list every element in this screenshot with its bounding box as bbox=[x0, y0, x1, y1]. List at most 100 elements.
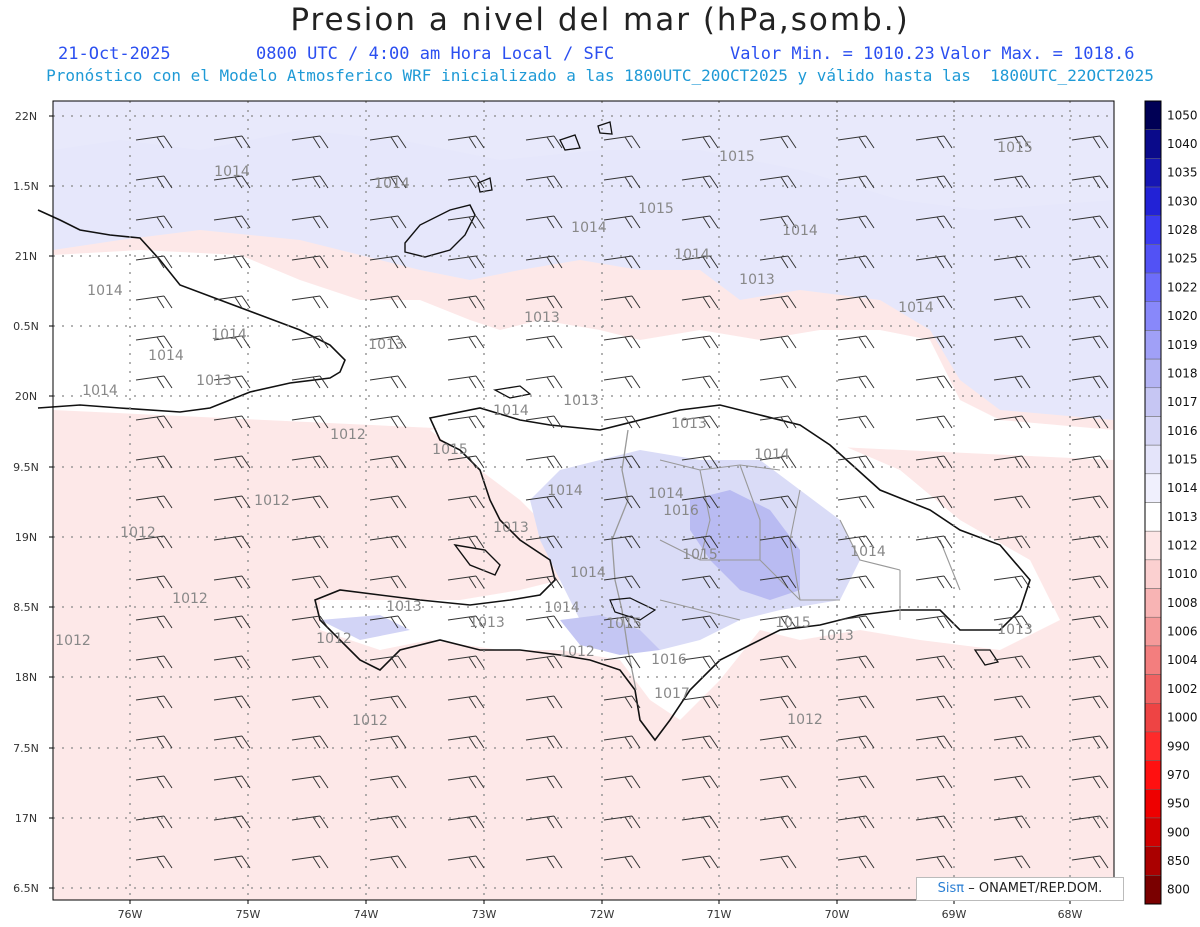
wind-barb bbox=[213, 775, 251, 789]
colorbar-swatch bbox=[1144, 530, 1162, 561]
contour-label: 1013 bbox=[563, 393, 599, 409]
wind-barb bbox=[993, 855, 1031, 869]
small-island-outline bbox=[477, 177, 493, 193]
wind-barb bbox=[291, 695, 329, 709]
colorbar-label: 1020 bbox=[1167, 309, 1198, 323]
wind-barb bbox=[993, 335, 1031, 349]
wind-barb bbox=[993, 735, 1031, 749]
axis-ticks bbox=[49, 115, 1071, 904]
wind-barb bbox=[291, 535, 329, 549]
contour-label: 1012 bbox=[330, 427, 366, 443]
colorbar-label: 1050 bbox=[1167, 108, 1198, 122]
pressure-band-1015 bbox=[53, 101, 1114, 210]
wind-barb bbox=[447, 615, 485, 629]
wind-barb bbox=[837, 335, 875, 349]
colorbar-swatch bbox=[1144, 272, 1162, 303]
colorbar-label: 1000 bbox=[1167, 711, 1198, 725]
contour-label: 1013 bbox=[493, 520, 529, 536]
wind-barb bbox=[993, 615, 1031, 629]
contour-label: 1014 bbox=[571, 220, 607, 236]
contour-label: 1014 bbox=[547, 483, 583, 499]
wind-barb bbox=[135, 175, 173, 189]
wind-barb bbox=[915, 735, 953, 749]
lon-label: 72W bbox=[590, 908, 615, 921]
wind-barb bbox=[447, 495, 485, 509]
colorbar-label: 1013 bbox=[1167, 510, 1198, 524]
colorbar-swatch bbox=[1144, 330, 1162, 360]
wind-barb bbox=[837, 415, 875, 429]
wind-barb bbox=[447, 375, 485, 389]
model-description: Pronóstico con el Modelo Atmosferico WRF… bbox=[46, 66, 1154, 85]
contour-labels: 1014 1014 1015 1015 1014 1015 1014 1014 1014 1014… bbox=[55, 140, 1033, 729]
wind-barb bbox=[447, 855, 485, 869]
wind-barb bbox=[681, 455, 719, 469]
wind-barb bbox=[1071, 695, 1109, 709]
wind-barb bbox=[135, 135, 173, 149]
map-title: Presion a nivel del mar (hPa,somb.) bbox=[290, 2, 910, 38]
wind-barb bbox=[603, 255, 641, 269]
wind-barb bbox=[291, 815, 329, 829]
wind-barb bbox=[915, 215, 953, 229]
wind-barb bbox=[759, 215, 797, 229]
wind-barb bbox=[759, 375, 797, 389]
colorbar-label: 1018 bbox=[1167, 366, 1198, 380]
colorbar-swatch bbox=[1144, 846, 1162, 876]
lat-label: 6.5N bbox=[13, 882, 39, 895]
wind-barb bbox=[525, 655, 563, 669]
wind-barb bbox=[369, 695, 407, 709]
wind-barb bbox=[759, 575, 797, 589]
wind-barb bbox=[681, 735, 719, 749]
wind-barb bbox=[291, 295, 329, 309]
wind-barb bbox=[759, 535, 797, 549]
wind-barb bbox=[213, 135, 251, 149]
credit-box: Sisπ – ONAMET/REP.DOM. bbox=[916, 877, 1124, 901]
wind-barb bbox=[603, 535, 641, 549]
wind-barb bbox=[837, 175, 875, 189]
wind-barb bbox=[135, 655, 173, 669]
max-value: Valor Max. = 1018.6 bbox=[940, 44, 1135, 64]
contour-label: 1014 bbox=[754, 447, 790, 463]
colorbar-swatch bbox=[1144, 444, 1162, 475]
wind-barb bbox=[837, 655, 875, 669]
wind-barb bbox=[291, 335, 329, 349]
wind-barb bbox=[993, 495, 1031, 509]
contour-label: 1013 bbox=[524, 310, 560, 326]
wind-barb bbox=[291, 775, 329, 789]
wind-barb bbox=[135, 615, 173, 629]
wind-barb bbox=[369, 455, 407, 469]
wind-barb bbox=[837, 815, 875, 829]
wind-barb bbox=[681, 815, 719, 829]
wind-barb bbox=[525, 415, 563, 429]
wind-barb bbox=[291, 255, 329, 269]
colorbar-label: 1006 bbox=[1167, 625, 1198, 639]
contour-label: 1014 bbox=[674, 247, 710, 263]
wind-barb bbox=[291, 735, 329, 749]
wind-barb bbox=[759, 335, 797, 349]
contour-label: 1013 bbox=[997, 622, 1033, 638]
wind-barb bbox=[603, 655, 641, 669]
wind-barb bbox=[447, 695, 485, 709]
contour-label: 1014 bbox=[214, 164, 250, 180]
contour-label: 1015 bbox=[606, 616, 642, 632]
wind-barb bbox=[837, 295, 875, 309]
wind-barb bbox=[135, 695, 173, 709]
saona-outline bbox=[973, 649, 1000, 666]
wind-barb bbox=[447, 415, 485, 429]
wind-barb bbox=[525, 695, 563, 709]
wind-barb bbox=[915, 775, 953, 789]
contour-label: 1015 bbox=[997, 140, 1033, 156]
wind-barb bbox=[369, 655, 407, 669]
wind-barb bbox=[1071, 455, 1109, 469]
wind-barb bbox=[993, 215, 1031, 229]
colorbar-swatch bbox=[1144, 215, 1162, 245]
wind-barb bbox=[993, 375, 1031, 389]
colorbar-label: 1002 bbox=[1167, 682, 1198, 696]
wind-barb bbox=[213, 815, 251, 829]
sispi-logo: Sisπ bbox=[937, 881, 965, 896]
wind-barb bbox=[681, 415, 719, 429]
contour-label: 1014 bbox=[782, 223, 818, 239]
colorbar-label: 800 bbox=[1167, 883, 1190, 897]
wind-barb bbox=[1071, 535, 1109, 549]
wind-barb bbox=[1071, 815, 1109, 829]
wind-barb bbox=[603, 415, 641, 429]
